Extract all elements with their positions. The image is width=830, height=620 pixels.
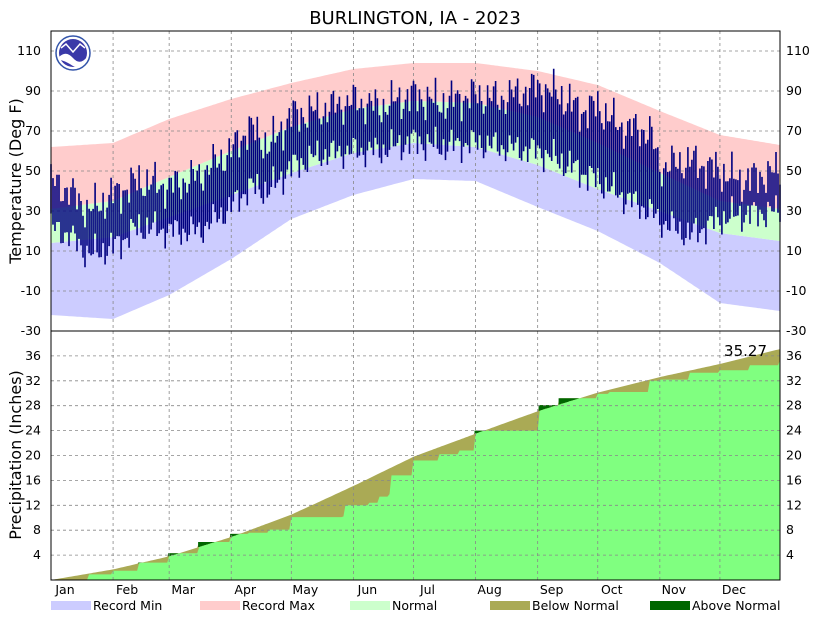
- month-label: Nov: [662, 582, 687, 597]
- month-label: Mar: [171, 582, 195, 597]
- legend-swatch: [650, 601, 690, 610]
- temperature-tick-label-left: 110: [17, 43, 41, 58]
- legend-label: Normal: [392, 598, 437, 613]
- month-axis: Jan Feb Mar Apr May Jun Jul Aug Sep Oct Nov Dec: [54, 582, 746, 597]
- temperature-panel: 110 110 90 90 70 70 50 50 30 30 10 10 -10 -10 -30 -30 T…: [6, 30, 810, 338]
- temperature-tick-label-left: -30: [21, 323, 41, 338]
- precipitation-axis-label: Precipitation (Inches): [6, 370, 25, 540]
- legend: Record Min Record Max Normal Below Normal Ab…: [51, 598, 780, 613]
- legend-label: Record Max: [242, 598, 315, 613]
- temperature-tick-label-left: 90: [25, 83, 41, 98]
- temperature-tick-label-right: 10: [786, 243, 802, 258]
- temperature-tick-label-right: 70: [786, 123, 802, 138]
- precipitation-tick-label-right: 36: [786, 348, 802, 363]
- temperature-axis-label: Temperature (Deg F): [6, 98, 25, 265]
- precipitation-tick-label-right: 12: [786, 497, 802, 512]
- legend-swatch: [51, 601, 91, 610]
- month-label: Jun: [357, 582, 378, 597]
- precipitation-tick-label-left: 36: [25, 348, 41, 363]
- precipitation-tick-label-right: 24: [786, 423, 802, 438]
- temperature-tick-label-left: -10: [21, 283, 41, 298]
- legend-label: Record Min: [93, 598, 162, 613]
- month-label: Jul: [419, 582, 435, 597]
- month-label: May: [292, 582, 318, 597]
- legend-swatch: [350, 601, 390, 610]
- month-label: Apr: [234, 582, 256, 597]
- chart-title: BURLINGTON, IA - 2023: [309, 8, 521, 29]
- precipitation-total-label: 35.27: [724, 342, 767, 360]
- precipitation-tick-label-right: 4: [786, 547, 794, 562]
- temperature-tick-label-right: -30: [786, 323, 806, 338]
- temperature-tick-label-left: 70: [25, 123, 41, 138]
- legend-label: Above Normal: [692, 598, 780, 613]
- legend-label: Below Normal: [532, 598, 619, 613]
- precipitation-tick-label-right: 20: [786, 448, 802, 463]
- month-label: Feb: [116, 582, 138, 597]
- month-label: Jan: [54, 582, 74, 597]
- precipitation-tick-label-left: 8: [33, 522, 41, 537]
- record-min-band: [51, 143, 780, 319]
- temperature-tick-label-left: 30: [25, 203, 41, 218]
- temperature-tick-label-right: 50: [786, 163, 802, 178]
- temperature-tick-label-right: 110: [786, 43, 810, 58]
- noaa-logo: [55, 35, 91, 71]
- precipitation-panel: 36 36 32 32 28 28 24 24 20 20 16 16 12 12 8 8 4 4 Precipi…: [6, 330, 802, 581]
- precipitation-tick-label-left: 20: [25, 448, 41, 463]
- precipitation-tick-label-left: 28: [25, 398, 41, 413]
- temperature-tick-label-left: 50: [25, 163, 41, 178]
- month-label: Oct: [601, 582, 623, 597]
- month-label: Aug: [477, 582, 501, 597]
- legend-swatch: [490, 601, 530, 610]
- legend-swatch: [200, 601, 240, 610]
- month-label: Sep: [540, 582, 564, 597]
- precipitation-tick-label-right: 8: [786, 522, 794, 537]
- temperature-tick-label-right: -10: [786, 283, 806, 298]
- temperature-tick-label-right: 30: [786, 203, 802, 218]
- precipitation-tick-label-left: 24: [25, 423, 41, 438]
- precipitation-tick-label-right: 28: [786, 398, 802, 413]
- precipitation-tick-label-left: 32: [25, 373, 41, 388]
- precipitation-tick-label-left: 16: [25, 472, 41, 487]
- temperature-tick-label-left: 10: [25, 243, 41, 258]
- month-label: Dec: [722, 582, 746, 597]
- precipitation-tick-label-left: 4: [33, 547, 41, 562]
- precipitation-tick-label-right: 16: [786, 472, 802, 487]
- temperature-tick-label-right: 90: [786, 83, 802, 98]
- precipitation-tick-label-right: 32: [786, 373, 802, 388]
- precipitation-tick-label-left: 12: [25, 497, 41, 512]
